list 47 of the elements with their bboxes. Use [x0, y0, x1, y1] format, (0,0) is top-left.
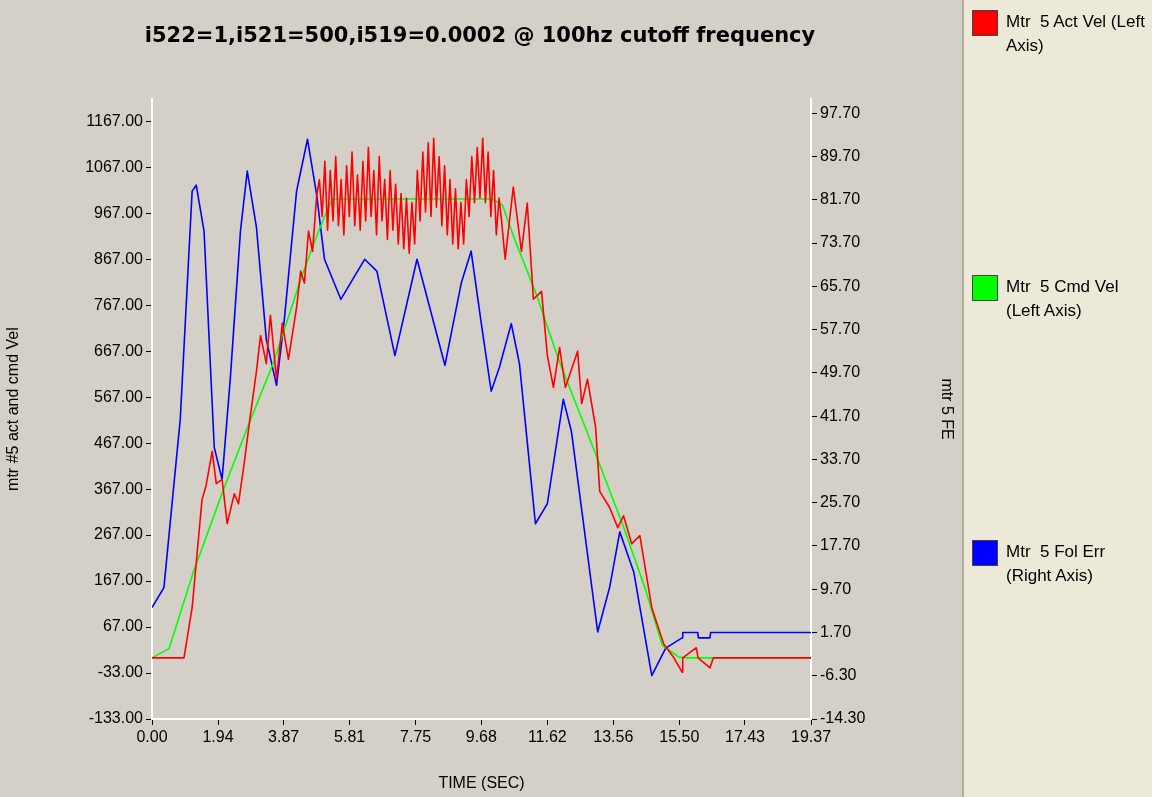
y-axis-title: mtr #5 act and cmd Vel — [4, 327, 22, 491]
y2-tick-label: -6.30 — [820, 666, 857, 684]
y2-tick-label: 89.70 — [820, 146, 861, 164]
y-tick-label: 167.00 — [94, 571, 144, 589]
x-tick-label: 17.43 — [724, 728, 766, 746]
y2-axis-title: mtr 5 FE — [938, 378, 956, 440]
y-tick-label: 767.00 — [94, 295, 144, 313]
chart-title: i522=1,i521=500,i519=0.0002 @ 100hz cutoff frequency — [144, 23, 816, 48]
y2-tick-label: 1.70 — [820, 622, 852, 640]
y2-tick-label: 9.70 — [820, 579, 852, 597]
x-tick-label: 5.81 — [334, 728, 366, 746]
x-tick-label: 9.68 — [465, 728, 497, 746]
y-tick-label: 467.00 — [94, 433, 144, 451]
y2-tick-label: 97.70 — [820, 103, 861, 121]
x-tick-label: 0.00 — [136, 728, 168, 746]
x-tick-label: 1.94 — [202, 728, 234, 746]
y2-tick-label: 81.70 — [820, 190, 861, 208]
y2-tick-label: 33.70 — [820, 449, 861, 467]
x-tick-label: 7.75 — [400, 728, 432, 746]
y2-tick-label: 17.70 — [820, 536, 861, 554]
y-tick-label: 867.00 — [94, 249, 144, 267]
y-tick-label: 67.00 — [102, 617, 144, 635]
y2-tick-label: 65.70 — [820, 276, 861, 294]
y2-tick-label: 41.70 — [820, 406, 861, 424]
y-tick-label: 667.00 — [94, 341, 144, 359]
y-tick-label: 367.00 — [94, 479, 144, 497]
legend-label: Mtr 5 Cmd Vel (Left Axis) — [1006, 276, 1120, 322]
x-tick-label: 13.56 — [593, 728, 634, 746]
y-tick-label: 267.00 — [94, 525, 144, 543]
y-tick-label: 967.00 — [94, 203, 144, 221]
y-tick-label: 1167.00 — [86, 111, 144, 129]
x-tick-label: 3.87 — [268, 728, 300, 746]
y-tick-label: 1067.00 — [85, 157, 144, 175]
x-tick-label: 19.37 — [790, 728, 832, 746]
y-tick-label: -133.00 — [88, 709, 144, 727]
y-tick-label: -33.00 — [97, 663, 144, 681]
x-tick-label: 15.50 — [659, 728, 700, 746]
y2-tick-label: -14.30 — [820, 709, 866, 727]
y2-tick-label: 49.70 — [820, 363, 861, 381]
legend-label: Mtr 5 Fol Err (Right Axis) — [1006, 541, 1107, 587]
x-axis-title: TIME (SEC) — [438, 773, 525, 791]
y2-tick-label: 73.70 — [820, 233, 861, 251]
y2-tick-label: 25.70 — [820, 493, 861, 511]
legend-label: Mtr 5 Act Vel (Left Axis) — [1006, 11, 1146, 57]
y2-tick-label: 57.70 — [820, 320, 861, 337]
y-tick-label: 567.00 — [94, 387, 144, 405]
x-tick-label: 11.62 — [527, 728, 567, 746]
